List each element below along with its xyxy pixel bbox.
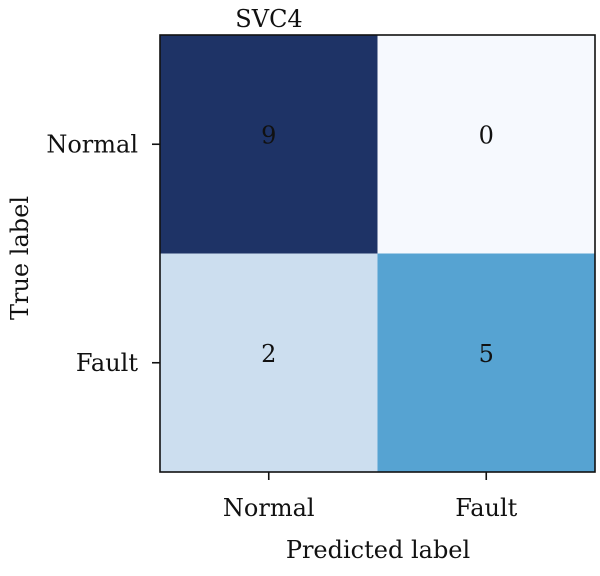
cell-value-label: 9: [261, 121, 276, 149]
x-axis-label: Predicted label: [286, 536, 470, 564]
heatmap-cell-normal-normal: [160, 35, 378, 254]
y-tick-label: Fault: [76, 349, 138, 377]
cell-value-label: 5: [479, 340, 494, 368]
heatmap-cell-fault-fault: [377, 253, 595, 472]
cell-value-label: 0: [479, 121, 494, 149]
y-axis-ticks: Normal Fault: [46, 130, 160, 377]
heatmap-cell-fault-normal: [160, 253, 378, 472]
y-axis-label: True label: [6, 196, 34, 320]
heatmap-cell-labels: 9 0 2 5: [261, 121, 494, 368]
x-axis-ticks: Normal Fault: [223, 472, 518, 522]
y-tick-label: Normal: [46, 130, 138, 158]
heatmap-cells: [160, 35, 595, 472]
x-tick-label: Normal: [223, 494, 315, 522]
heatmap-cell-normal-fault: [377, 35, 595, 254]
x-tick-label: Fault: [455, 494, 517, 522]
chart-title: SVC4: [235, 5, 302, 33]
cell-value-label: 2: [261, 340, 276, 368]
plot-frame: [159, 34, 596, 473]
